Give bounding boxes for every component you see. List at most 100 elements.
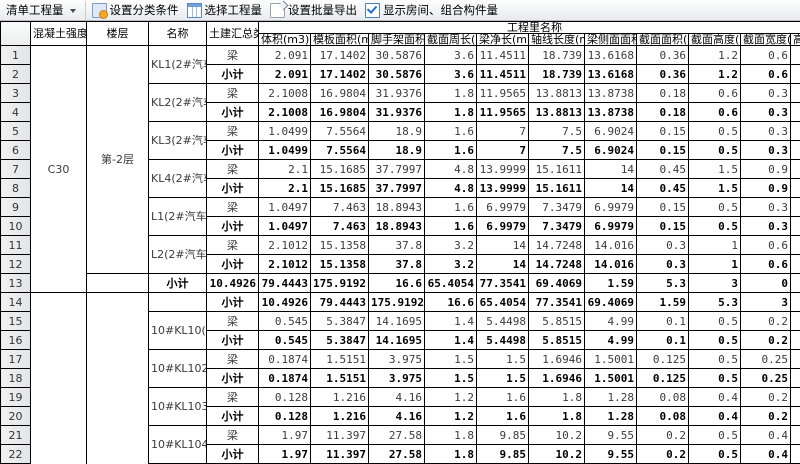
cell-secwidth[interactable]: 0.3 <box>740 197 791 217</box>
cell-volume[interactable]: 1.0499 <box>258 140 311 160</box>
cell-category[interactable]: 梁 <box>206 349 259 369</box>
cell-axislen[interactable]: 10.2 <box>528 444 585 464</box>
cell-name[interactable]: 10#KL102(1) <box>148 349 207 388</box>
cell-highform[interactable]: 0 <box>789 178 800 198</box>
cell-perimeter[interactable]: 16.6 <box>424 292 477 312</box>
cell-highform[interactable]: 0 <box>789 83 800 103</box>
cell-secheight[interactable]: 0.4 <box>688 406 741 426</box>
set-classify-condition-button[interactable]: 设置分类条件 <box>84 0 183 20</box>
cell-secheight[interactable]: 0.5 <box>688 349 741 369</box>
cell-formwork[interactable]: 5.3847 <box>310 311 369 331</box>
cell-formwork[interactable]: 79.4443 <box>258 273 311 293</box>
cell-netlen[interactable]: 14 <box>476 254 529 274</box>
cell-category[interactable]: 小计 <box>206 254 259 274</box>
cell-scaffold[interactable]: 30.5876 <box>368 45 425 65</box>
cell-secarea[interactable]: 0.18 <box>636 102 689 122</box>
cell-highform[interactable]: 0 <box>789 216 800 236</box>
cell-formwork[interactable]: 15.1358 <box>310 235 369 255</box>
quantity-table-scroll-area[interactable]: 混凝土强度等级 楼层 名称 土建汇总类别 工程里名称 体积(m3) 模板面积(m… <box>0 21 800 464</box>
row-header[interactable]: 18 <box>0 368 31 388</box>
cell-formwork[interactable]: 17.1402 <box>310 45 369 65</box>
cell-formwork[interactable]: 1.5151 <box>310 349 369 369</box>
cell-secwidth[interactable]: 0.6 <box>740 64 791 84</box>
row-header[interactable]: 14 <box>0 292 31 312</box>
cell-sidearea[interactable]: 13.8738 <box>584 102 637 122</box>
cell-perimeter[interactable]: 1.6 <box>424 197 477 217</box>
cell-secheight[interactable]: 0.6 <box>688 102 741 122</box>
row-header[interactable]: 13 <box>0 273 31 293</box>
cell-sidearea[interactable]: 1.5001 <box>584 368 637 388</box>
cell-secheight[interactable]: 0.5 <box>688 140 741 160</box>
cell-netlen[interactable]: 1.5 <box>476 349 529 369</box>
cell-name[interactable]: KL1(2#汽车坡道) <box>148 45 207 84</box>
cell-secarea[interactable]: 0.125 <box>636 368 689 388</box>
checkbox-checked-icon[interactable] <box>365 2 380 18</box>
table-row[interactable]: 20 小计 0.128 1.216 4.16 1.2 1.6 1.8 1.28 0.08 0.4 0.… <box>0 406 800 426</box>
cell-axislen[interactable]: 5.8515 <box>528 330 585 350</box>
cell-scaffold[interactable]: 3.975 <box>368 368 425 388</box>
cell-highform[interactable]: 0 <box>789 197 800 217</box>
cell-netlen[interactable]: 11.9565 <box>476 83 529 103</box>
cell-secheight[interactable]: 5.3 <box>688 292 741 312</box>
cell-netlen[interactable]: 14 <box>476 235 529 255</box>
cell-secheight[interactable]: 1 <box>688 235 741 255</box>
cell-axislen[interactable]: 14.7248 <box>528 235 585 255</box>
cell-volume[interactable]: 2.091 <box>258 45 311 65</box>
cell-secarea[interactable]: 0.15 <box>636 216 689 236</box>
table-row[interactable]: 18 小计 0.1874 1.5151 3.975 1.5 1.5 1.6946 1.5001 0… <box>0 368 800 388</box>
cell-axislen[interactable]: 15.1611 <box>528 178 585 198</box>
cell-name[interactable]: 10#KL103(1) <box>148 387 207 426</box>
cell-formwork[interactable]: 1.216 <box>310 387 369 407</box>
cell-axislen[interactable]: 5.8515 <box>528 311 585 331</box>
cell-floor[interactable]: 第-2层 <box>86 45 149 274</box>
cell-highform[interactable]: 0 <box>789 235 800 255</box>
cell-category[interactable]: 小计 <box>148 273 207 293</box>
cell-formwork[interactable]: 16.9804 <box>310 102 369 122</box>
cell-formwork[interactable]: 7.463 <box>310 197 369 217</box>
cell-category[interactable]: 小计 <box>206 178 259 198</box>
col-header-highform[interactable]: 高大模板体积(m3) <box>789 33 800 46</box>
cell-sidearea[interactable]: 14 <box>584 178 637 198</box>
cell-highform[interactable]: 0 <box>740 273 791 293</box>
row-header[interactable]: 1 <box>0 45 31 65</box>
cell-sidearea[interactable]: 69.4069 <box>584 292 637 312</box>
row-header[interactable]: 5 <box>0 121 31 141</box>
cell-secarea[interactable]: 0.15 <box>636 121 689 141</box>
cell-category[interactable]: 小计 <box>206 64 259 84</box>
cell-axislen[interactable]: 18.739 <box>528 45 585 65</box>
cell-secarea[interactable]: 0.1 <box>636 311 689 331</box>
cell-formwork[interactable]: 15.1685 <box>310 178 369 198</box>
col-header-formwork[interactable]: 模板面积(m2) <box>310 33 369 46</box>
cell-volume[interactable]: 0.128 <box>258 387 311 407</box>
cell-sidearea[interactable]: 13.6168 <box>584 45 637 65</box>
cell-sidearea[interactable]: 6.9979 <box>584 216 637 236</box>
cell-secwidth[interactable]: 0.2 <box>740 387 791 407</box>
col-header-sidearea[interactable]: 梁侧面面积(m2) <box>584 33 637 46</box>
col-header-axislen[interactable]: 轴线长度(m) <box>528 33 585 46</box>
cell-secheight[interactable]: 1.2 <box>688 45 741 65</box>
cell-highform[interactable]: 0 <box>789 254 800 274</box>
cell-scaffold[interactable]: 27.58 <box>368 444 425 464</box>
cell-axislen[interactable]: 13.8813 <box>528 102 585 122</box>
cell-formwork[interactable]: 7.463 <box>310 216 369 236</box>
cell-perimeter[interactable]: 1.8 <box>424 83 477 103</box>
cell-sidearea[interactable]: 13.8738 <box>584 83 637 103</box>
cell-highform[interactable]: 0 <box>789 368 800 388</box>
cell-axislen[interactable]: 77.3541 <box>528 292 585 312</box>
cell-netlen[interactable]: 7 <box>476 140 529 160</box>
cell-axislen[interactable]: 14.7248 <box>528 254 585 274</box>
cell-axislen[interactable]: 1.8 <box>528 406 585 426</box>
cell-highform[interactable]: 0 <box>789 140 800 160</box>
cell-name[interactable]: L2(2#汽车坡道) <box>148 235 207 274</box>
cell-secheight[interactable]: 0.5 <box>688 311 741 331</box>
cell-perimeter[interactable]: 16.6 <box>368 273 425 293</box>
cell-name[interactable] <box>148 292 207 312</box>
row-header[interactable]: 11 <box>0 235 31 255</box>
table-row[interactable]: 13 小计 10.4926 79.4443 175.9192 16.6 65.4054 77.… <box>0 273 800 293</box>
row-header[interactable]: 15 <box>0 311 31 331</box>
cell-grade[interactable]: C30 <box>30 45 87 293</box>
table-row[interactable]: 14 小计 10.4926 79.4443 175.9192 16.6 65.4054 77.… <box>0 292 800 464</box>
cell-volume[interactable]: 0.1874 <box>258 368 311 388</box>
cell-sidearea[interactable]: 9.55 <box>584 425 637 445</box>
chevron-down-icon[interactable] <box>69 9 76 13</box>
